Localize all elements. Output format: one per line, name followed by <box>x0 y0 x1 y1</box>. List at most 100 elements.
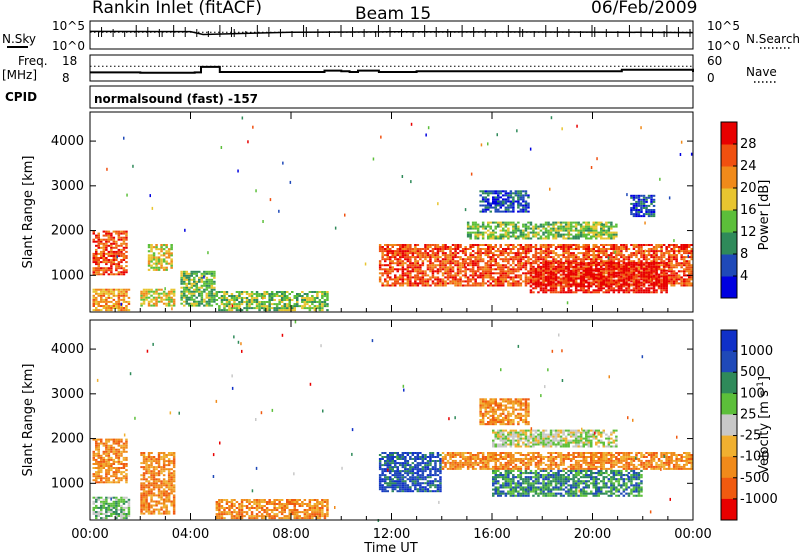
heatmap-cell <box>532 269 535 272</box>
heatmap-cell <box>464 276 467 279</box>
heatmap-cell <box>386 264 389 267</box>
heatmap-cell <box>306 303 309 306</box>
heatmap-cell <box>459 250 462 253</box>
heatmap-cell <box>384 250 387 253</box>
heatmap-cell <box>203 298 206 301</box>
heatmap-cell <box>419 272 422 275</box>
heatmap-cell <box>97 232 100 235</box>
heatmap-cell <box>200 292 204 295</box>
heatmap-cell <box>507 196 510 199</box>
heatmap-cell <box>544 279 548 282</box>
heatmap-cell <box>690 248 693 250</box>
heatmap-cell <box>537 252 540 255</box>
heatmap-cell <box>497 276 500 279</box>
heatmap-cell <box>429 250 432 253</box>
heatmap-cell <box>665 252 668 255</box>
heatmap-cell <box>504 270 508 273</box>
heatmap-cell <box>562 273 565 276</box>
heatmap-cell <box>105 240 108 243</box>
heatmap-cell <box>248 301 251 303</box>
heatmap-cell <box>120 498 123 501</box>
heatmap-cell <box>557 231 560 234</box>
heatmap-cell <box>263 301 266 303</box>
heatmap-cell <box>404 250 407 253</box>
heatmap-cell <box>637 270 641 273</box>
heatmap-cell <box>394 258 397 261</box>
heatmap-cell <box>152 262 156 265</box>
heatmap-cell <box>670 272 673 275</box>
heatmap-cell <box>529 279 533 282</box>
heatmap-cell <box>607 237 611 240</box>
heatmap-cell <box>572 269 575 272</box>
heatmap-cell <box>610 271 613 274</box>
heatmap-cell <box>620 283 623 286</box>
heatmap-cell <box>471 221 475 224</box>
heatmap-cell <box>238 309 241 312</box>
heatmap-cell <box>564 223 568 226</box>
heatmap-cell <box>268 299 271 301</box>
heatmap-cell <box>446 246 450 248</box>
heatmap-cell <box>688 244 691 246</box>
heatmap-cell <box>539 244 543 246</box>
heatmap-noise <box>487 262 489 265</box>
heatmap-cell <box>595 229 598 232</box>
heatmap-cell <box>655 289 658 292</box>
heatmap-cell <box>683 246 686 248</box>
heatmap-cell <box>569 248 573 250</box>
heatmap-cell <box>660 260 663 263</box>
heatmap-cell <box>147 258 151 261</box>
heatmap-noise <box>673 239 675 243</box>
heatmap-cell <box>112 252 116 255</box>
heatmap-cell <box>469 246 472 248</box>
heatmap-cell <box>401 250 405 253</box>
heatmap-cell <box>489 252 492 255</box>
heatmap-cell <box>464 258 467 261</box>
heatmap-cell <box>547 273 550 276</box>
heatmap-cell <box>180 290 183 293</box>
heatmap-cell <box>512 231 515 234</box>
heatmap-cell <box>562 256 565 259</box>
heatmap-cell <box>122 458 126 461</box>
heatmap-cell <box>637 287 641 290</box>
heatmap-cell <box>180 276 183 279</box>
heatmap-cell <box>610 233 613 236</box>
heatmap-cell <box>585 266 588 269</box>
heatmap-cell <box>105 257 108 259</box>
heatmap-cell <box>464 270 467 273</box>
heatmap-cell <box>557 281 560 284</box>
heatmap-cell <box>471 282 475 285</box>
heatmap-cell <box>419 256 422 259</box>
heatmap-cell <box>517 204 520 207</box>
heatmap-cell <box>552 225 555 228</box>
heatmap-cell <box>112 261 116 264</box>
heatmap-cell <box>476 254 480 257</box>
heatmap-cell <box>587 258 590 261</box>
heatmap-cell <box>157 256 161 259</box>
heatmap-cell <box>255 301 259 303</box>
heatmap-cell <box>640 207 643 209</box>
heatmap-cell <box>140 290 143 293</box>
heatmap-cell <box>549 283 553 286</box>
heatmap-cell <box>122 252 126 255</box>
heatmap-cell <box>559 235 563 238</box>
heatmap-cell <box>117 498 121 501</box>
heatmap-cell <box>499 270 502 273</box>
heatmap-cell <box>539 275 543 278</box>
heatmap-cell <box>97 446 100 449</box>
heatmap-cell <box>157 296 161 299</box>
heatmap-cell <box>524 252 528 255</box>
heatmap-cell <box>597 258 600 261</box>
cpid-value: normalsound (fast) -157 <box>94 92 258 106</box>
heatmap-cell <box>401 246 405 248</box>
heatmap-cell <box>125 271 128 274</box>
heatmap-cell <box>97 460 100 463</box>
heatmap-cell <box>120 506 123 509</box>
heatmap-cell <box>587 281 590 284</box>
heatmap-cell <box>147 490 151 493</box>
heatmap-cell <box>622 267 626 270</box>
heatmap-cell <box>494 260 497 263</box>
heatmap-cell <box>489 233 492 236</box>
heatmap-cell <box>657 275 661 278</box>
heatmap-cell <box>564 275 568 278</box>
heatmap-cell <box>125 294 128 297</box>
